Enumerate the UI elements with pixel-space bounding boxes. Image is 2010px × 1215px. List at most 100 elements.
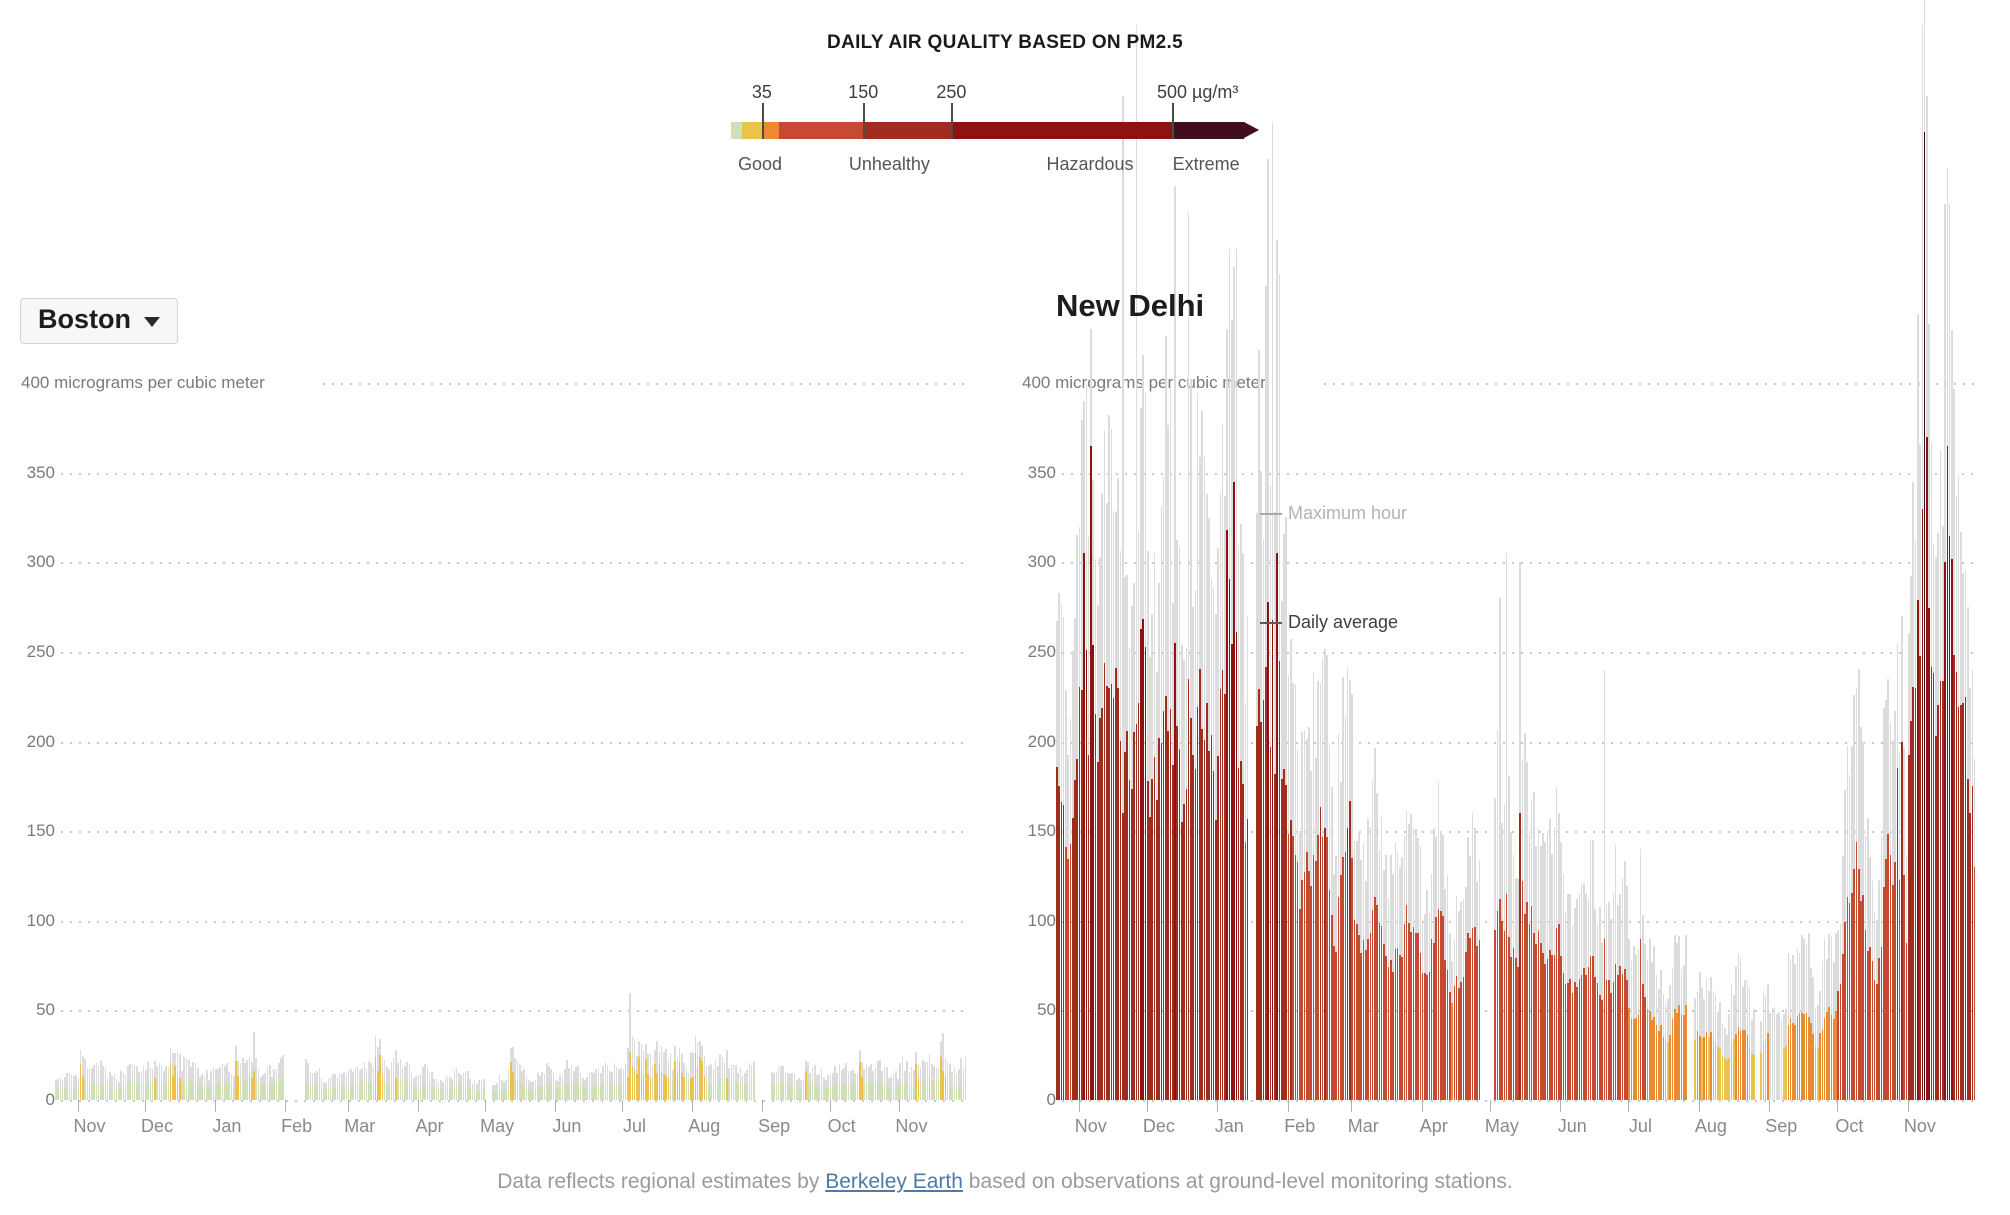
bar-maximum-hour bbox=[949, 1064, 951, 1100]
bar-daily-average bbox=[545, 1082, 548, 1100]
bar-maximum-hour bbox=[708, 1066, 710, 1100]
bar-daily-average bbox=[1844, 922, 1846, 1100]
bar-daily-average bbox=[462, 1085, 465, 1100]
bar-daily-average bbox=[1789, 1017, 1792, 1100]
bar-daily-average bbox=[70, 1085, 73, 1100]
bar-daily-average bbox=[1224, 694, 1226, 1100]
bar-daily-average bbox=[232, 1087, 235, 1100]
bar-daily-average bbox=[1819, 1033, 1821, 1100]
bar-daily-average bbox=[431, 1087, 433, 1100]
bar-daily-average bbox=[1971, 786, 1974, 1100]
x-axis-tick bbox=[829, 1100, 831, 1112]
bar-daily-average bbox=[712, 1081, 715, 1100]
city-selector[interactable]: Boston bbox=[20, 298, 178, 344]
bar-daily-average bbox=[836, 1083, 838, 1100]
bar-daily-average bbox=[361, 1080, 363, 1100]
bar-maximum-hour bbox=[1739, 957, 1742, 1100]
bar-daily-average bbox=[442, 1089, 444, 1100]
bar-maximum-hour bbox=[545, 1063, 548, 1100]
bar-daily-average bbox=[1319, 806, 1322, 1100]
source-link[interactable]: Berkeley Earth bbox=[825, 1170, 963, 1193]
bar-daily-average bbox=[176, 1076, 179, 1100]
bar-daily-average bbox=[1435, 916, 1438, 1100]
source-note: Data reflects regional estimates by Berk… bbox=[0, 1170, 2010, 1194]
bar-maximum-hour bbox=[1753, 1008, 1756, 1100]
bar-daily-average bbox=[863, 1082, 865, 1100]
bar-daily-average bbox=[955, 1084, 958, 1100]
bar-daily-average bbox=[1499, 899, 1501, 1100]
bar-maximum-hour bbox=[566, 1059, 568, 1100]
bar-daily-average bbox=[795, 1090, 798, 1100]
bar-daily-average bbox=[1494, 930, 1497, 1100]
bar-daily-average bbox=[413, 1087, 415, 1100]
bar-daily-average bbox=[323, 1089, 325, 1100]
bar-daily-average bbox=[1430, 938, 1433, 1100]
bar-daily-average bbox=[1964, 696, 1967, 1100]
bar-maximum-hour bbox=[1728, 1013, 1731, 1100]
bar-daily-average bbox=[217, 1081, 219, 1100]
bar-daily-average bbox=[1723, 1057, 1726, 1100]
bar-daily-average bbox=[1966, 779, 1969, 1100]
bar-maximum-hour bbox=[1271, 123, 1274, 1100]
bar-daily-average bbox=[633, 1069, 636, 1100]
gridline-150 bbox=[61, 831, 967, 834]
bar-daily-average bbox=[852, 1084, 854, 1100]
bar-maximum-hour bbox=[386, 1065, 388, 1100]
bar-maximum-hour bbox=[473, 1080, 476, 1100]
bar-daily-average bbox=[1176, 726, 1179, 1100]
bar-maximum-hour bbox=[604, 1061, 607, 1100]
bar-daily-average bbox=[1732, 1039, 1735, 1100]
x-axis-tick bbox=[1698, 1100, 1700, 1112]
bar-daily-average bbox=[1496, 910, 1499, 1100]
x-axis-tick bbox=[77, 1100, 79, 1112]
bar-daily-average bbox=[1587, 967, 1590, 1100]
bar-daily-average bbox=[1962, 702, 1965, 1100]
x-axis-tick bbox=[1837, 1100, 1839, 1112]
bar-daily-average bbox=[1190, 718, 1192, 1100]
bar-daily-average bbox=[408, 1084, 411, 1100]
bar-daily-average bbox=[1476, 946, 1478, 1100]
bar-daily-average bbox=[1826, 1012, 1828, 1100]
bar-daily-average bbox=[1621, 973, 1624, 1100]
bar-maximum-hour bbox=[305, 1058, 307, 1100]
bar-daily-average bbox=[1578, 979, 1581, 1100]
bar-daily-average bbox=[338, 1085, 341, 1100]
bar-daily-average bbox=[1512, 948, 1515, 1100]
bar-maximum-hour bbox=[951, 1071, 953, 1100]
bar-daily-average bbox=[1928, 608, 1930, 1100]
bar-daily-average bbox=[255, 1079, 257, 1100]
bar-maximum-hour bbox=[282, 1055, 284, 1100]
bar-maximum-hour bbox=[467, 1070, 469, 1100]
bar-daily-average bbox=[516, 1080, 519, 1100]
bar-maximum-hour bbox=[399, 1058, 402, 1100]
bar-daily-average bbox=[230, 1087, 233, 1100]
bar-daily-average bbox=[1719, 1048, 1721, 1100]
bar-daily-average bbox=[1478, 939, 1481, 1100]
bar-maximum-hour bbox=[167, 1066, 170, 1100]
bar-daily-average bbox=[1553, 954, 1556, 1100]
x-axis-month-label: Sep bbox=[1765, 1116, 1798, 1136]
bar-daily-average bbox=[1567, 983, 1569, 1100]
bar-daily-average bbox=[719, 1078, 721, 1100]
bar-daily-average bbox=[1558, 924, 1560, 1100]
bar-daily-average bbox=[1458, 988, 1460, 1100]
gridline-150 bbox=[1062, 831, 1976, 834]
bar-daily-average bbox=[1067, 858, 1070, 1100]
x-axis-month-label: Aug bbox=[1694, 1116, 1727, 1136]
bar-daily-average bbox=[1210, 735, 1213, 1100]
bar-daily-average bbox=[1280, 779, 1283, 1100]
bar-maximum-hour bbox=[748, 1062, 751, 1100]
x-axis-tick bbox=[1287, 1100, 1289, 1112]
bar-maximum-hour bbox=[498, 1073, 501, 1100]
bar-daily-average bbox=[1324, 827, 1326, 1100]
bar-daily-average bbox=[435, 1089, 438, 1100]
bar-daily-average bbox=[1639, 938, 1642, 1100]
bar-daily-average bbox=[467, 1086, 469, 1100]
bar-daily-average bbox=[1349, 800, 1351, 1100]
bar-daily-average bbox=[311, 1084, 314, 1100]
bar-daily-average bbox=[843, 1083, 845, 1100]
bar-daily-average bbox=[257, 1081, 260, 1100]
bar-daily-average bbox=[1167, 731, 1169, 1100]
bar-daily-average bbox=[131, 1080, 134, 1100]
bar-daily-average bbox=[84, 1080, 86, 1100]
